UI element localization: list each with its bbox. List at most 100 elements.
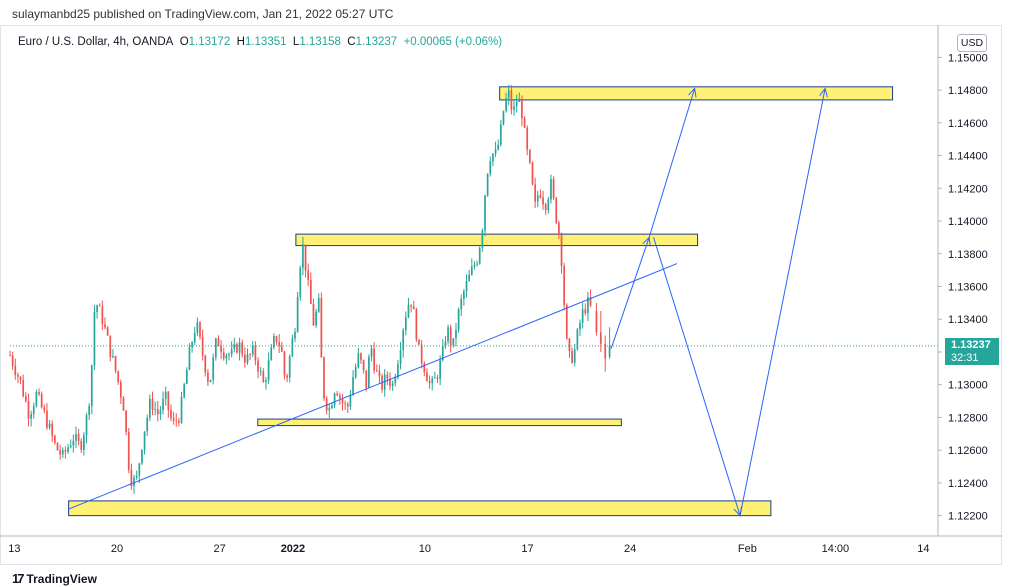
tradingview-footer[interactable]: 17 TradingView bbox=[12, 571, 97, 586]
candle-body bbox=[72, 440, 75, 446]
candle-body bbox=[584, 309, 587, 314]
price-tick-label: 1.12400 bbox=[948, 478, 988, 490]
candle-body bbox=[149, 399, 151, 418]
candle-body bbox=[423, 363, 426, 373]
candle-body bbox=[357, 353, 360, 367]
time-tick-label: 20 bbox=[111, 543, 123, 555]
arrow-head bbox=[733, 506, 742, 517]
candle-body bbox=[241, 342, 244, 355]
candle-body bbox=[133, 477, 135, 487]
candle-body bbox=[138, 463, 141, 476]
candle-body bbox=[407, 304, 410, 318]
candle-body bbox=[513, 106, 515, 110]
candle-body bbox=[328, 408, 331, 411]
tradingview-logo-icon: 17 bbox=[12, 571, 25, 586]
candle-body bbox=[346, 403, 349, 407]
candle-body bbox=[193, 332, 196, 343]
time-tick-label: 14 bbox=[917, 543, 929, 555]
candle-body bbox=[101, 306, 104, 325]
candle-body bbox=[489, 161, 492, 174]
candle-body bbox=[286, 375, 288, 378]
candle-body bbox=[175, 420, 178, 422]
candle-body bbox=[587, 297, 589, 314]
price-tick-label: 1.14800 bbox=[948, 85, 988, 97]
price-tick-label: 1.14600 bbox=[948, 118, 988, 130]
candle-body bbox=[265, 380, 267, 383]
candle-body bbox=[386, 374, 389, 379]
candle-body bbox=[544, 204, 547, 211]
chart-frame bbox=[0, 25, 1002, 565]
candle-body bbox=[378, 371, 381, 377]
candle-body bbox=[555, 197, 558, 223]
candle-body bbox=[296, 297, 299, 332]
candle-body bbox=[452, 338, 455, 345]
candle-body bbox=[275, 336, 278, 342]
candle-body bbox=[478, 247, 481, 264]
candle-body bbox=[523, 118, 526, 128]
candle-body bbox=[230, 349, 233, 355]
candle-body bbox=[273, 336, 275, 348]
candle-body bbox=[294, 331, 296, 339]
price-tick-label: 1.12800 bbox=[948, 412, 988, 424]
candle-body bbox=[323, 357, 325, 399]
candle-body bbox=[154, 408, 156, 410]
candle-body bbox=[183, 384, 186, 398]
candle-body bbox=[180, 397, 183, 423]
candle-body bbox=[539, 195, 542, 198]
candle-body bbox=[383, 374, 386, 390]
candle-body bbox=[370, 348, 373, 357]
price-tick-label: 1.13600 bbox=[948, 282, 988, 294]
candle-body bbox=[125, 410, 127, 432]
candle-body bbox=[325, 398, 328, 411]
candle-body bbox=[236, 344, 238, 353]
candle-body bbox=[397, 364, 399, 378]
candle-body bbox=[85, 415, 88, 436]
candle-body bbox=[209, 379, 212, 382]
candle-body bbox=[61, 450, 64, 455]
candle-body bbox=[251, 345, 254, 355]
high-value: 1.13351 bbox=[244, 36, 287, 48]
candle-body bbox=[362, 360, 365, 371]
candle-body bbox=[38, 391, 40, 395]
supply-demand-zone bbox=[257, 418, 622, 427]
candle-body bbox=[299, 268, 302, 298]
candle-body bbox=[589, 297, 592, 306]
symbol-info: Euro / U.S. Dollar, 4h, OANDA O1.13172 H… bbox=[18, 36, 503, 48]
candle-body bbox=[579, 322, 581, 330]
time-tick-label: 2022 bbox=[281, 543, 305, 555]
candle-body bbox=[244, 354, 246, 363]
candle-body bbox=[127, 431, 130, 470]
candle-body bbox=[404, 317, 407, 331]
time-tick-label: 10 bbox=[419, 543, 431, 555]
candle-body bbox=[191, 342, 193, 348]
candle-body bbox=[188, 347, 191, 370]
candle-body bbox=[373, 348, 376, 371]
candle-body bbox=[238, 342, 241, 353]
candle-body bbox=[389, 378, 391, 386]
arrow-head bbox=[688, 87, 697, 98]
candle-body bbox=[233, 344, 236, 350]
candle-body bbox=[119, 381, 122, 398]
candle-body bbox=[494, 149, 497, 154]
candle-body bbox=[228, 354, 230, 356]
candle-body bbox=[526, 127, 529, 150]
candle-body bbox=[9, 355, 11, 357]
time-tick-label: Feb bbox=[738, 543, 757, 555]
candle-body bbox=[162, 398, 164, 411]
candle-body bbox=[352, 377, 354, 395]
candle-body bbox=[317, 298, 320, 312]
price-tick-label: 1.15000 bbox=[948, 52, 988, 64]
candle-body bbox=[93, 312, 96, 366]
currency-button[interactable]: USD bbox=[957, 34, 987, 52]
candle-body bbox=[185, 369, 188, 385]
candle-body bbox=[112, 356, 114, 358]
candle-body bbox=[69, 445, 72, 448]
candle-body bbox=[528, 149, 531, 163]
candle-body bbox=[455, 329, 457, 339]
candle-body bbox=[473, 264, 476, 267]
candle-body bbox=[222, 352, 225, 359]
candle-body bbox=[267, 360, 270, 381]
candle-body bbox=[449, 327, 452, 345]
candle-body bbox=[130, 469, 133, 487]
